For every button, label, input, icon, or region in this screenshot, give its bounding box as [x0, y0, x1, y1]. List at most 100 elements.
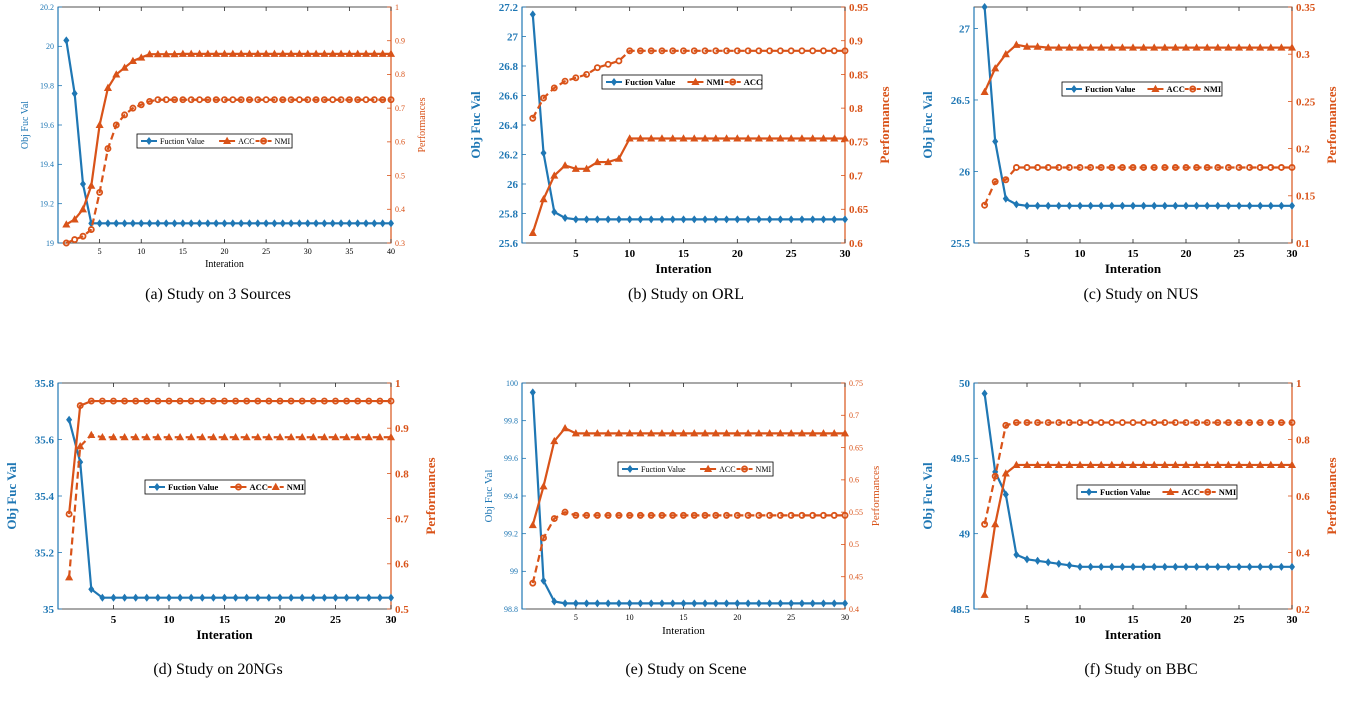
data-point: [1033, 42, 1042, 50]
chart-panel-5: 5 10 15 20 25 30 98.8 99 99.2 99.4 99.6 99.8 100 0.4 0…: [483, 379, 882, 637]
x-tick-label: 30: [1287, 248, 1299, 260]
y-right-tick-label: 1: [395, 378, 401, 390]
data-point: [103, 83, 112, 91]
data-point: [121, 593, 128, 602]
data-point: [279, 219, 286, 228]
data-point: [153, 49, 162, 58]
data-point: [254, 96, 262, 104]
data-point: [1107, 43, 1116, 51]
data-point: [1160, 460, 1169, 468]
data-point: [1055, 164, 1063, 171]
data-point: [187, 96, 195, 104]
x-tick-label: 30: [840, 248, 852, 260]
data-point: [702, 215, 709, 224]
data-point: [1087, 419, 1095, 427]
data-point: [1287, 43, 1297, 51]
data-point: [808, 429, 817, 437]
data-point: [343, 593, 350, 602]
y-right-tick-label: 0.7: [849, 170, 863, 182]
data-point: [1203, 43, 1212, 51]
series-line: [68, 419, 391, 599]
subfigure-caption: (d) Study on 20NGs: [153, 661, 283, 678]
data-point: [561, 423, 570, 432]
y-right-tick-label: 0.25: [1296, 96, 1316, 108]
y-right-tick-label: 1: [395, 3, 399, 12]
data-point: [203, 49, 212, 57]
series-nmi: [62, 96, 395, 247]
data-point: [365, 397, 373, 405]
data-point: [1214, 201, 1221, 210]
y-left-tick-label: 26.4: [499, 120, 519, 132]
data-point: [1181, 43, 1191, 51]
y-left-tick-label: 27: [507, 31, 519, 43]
data-point: [744, 429, 753, 437]
data-point: [179, 219, 186, 228]
y-right-tick-label: 0.7: [395, 513, 409, 525]
data-point: [376, 397, 384, 405]
data-point: [1214, 419, 1222, 427]
x-tick-label: 5: [573, 248, 579, 260]
data-point: [679, 429, 688, 437]
data-point: [137, 101, 145, 109]
data-point: [1001, 469, 1010, 477]
data-point: [626, 47, 634, 55]
data-point: [840, 134, 850, 142]
x-tick-label: 10: [1075, 248, 1087, 260]
series-line: [531, 14, 845, 221]
data-point: [1023, 419, 1031, 427]
data-point: [303, 49, 312, 57]
data-point: [1012, 419, 1020, 427]
data-point: [636, 429, 645, 437]
data-point: [701, 511, 709, 519]
data-point: [840, 429, 850, 437]
series-fuction-value: [981, 389, 1296, 571]
data-point: [550, 84, 558, 92]
data-point: [98, 433, 107, 441]
y-right-tick-label: 0.45: [849, 573, 863, 582]
data-point: [62, 239, 70, 247]
data-point: [221, 96, 228, 104]
y-right-tick-label: 0.6: [849, 238, 863, 250]
data-point: [648, 215, 655, 224]
y-left-tick-label: 26.5: [951, 95, 971, 107]
data-point: [625, 134, 634, 142]
data-point: [787, 47, 795, 55]
x-tick-label: 25: [330, 614, 342, 626]
data-point: [593, 429, 602, 437]
x-tick-label: 25: [1234, 248, 1246, 260]
legend-box: [601, 74, 763, 90]
data-point: [841, 215, 849, 224]
data-point: [690, 429, 699, 437]
x-axis-label: Interation: [1105, 627, 1162, 642]
data-point: [329, 219, 336, 228]
data-point: [1098, 201, 1105, 210]
series-acc: [529, 47, 849, 122]
data-point: [669, 47, 677, 55]
data-point: [320, 49, 329, 57]
data-point: [386, 433, 396, 441]
data-point: [1151, 201, 1158, 210]
data-point: [287, 433, 296, 441]
y-right-tick-label: 0.8: [395, 70, 405, 79]
x-tick-label: 20: [221, 247, 229, 256]
data-point: [1278, 201, 1285, 210]
data-point: [87, 397, 95, 405]
data-point: [243, 397, 251, 405]
data-point: [376, 593, 383, 602]
x-axis-label: Interation: [205, 259, 244, 270]
data-point: [734, 599, 741, 608]
data-point: [265, 397, 273, 405]
data-point: [304, 96, 312, 104]
data-point: [1235, 164, 1243, 171]
data-point: [1118, 43, 1127, 51]
data-point: [669, 599, 676, 608]
series-line: [531, 510, 845, 584]
y-right-tick-label: 0.1: [1296, 238, 1310, 250]
data-point: [145, 49, 154, 58]
data-point: [113, 219, 120, 228]
data-point: [242, 433, 251, 441]
x-tick-label: 15: [219, 614, 231, 626]
data-point: [1044, 164, 1052, 171]
data-point: [1267, 419, 1275, 427]
data-point: [648, 599, 655, 608]
